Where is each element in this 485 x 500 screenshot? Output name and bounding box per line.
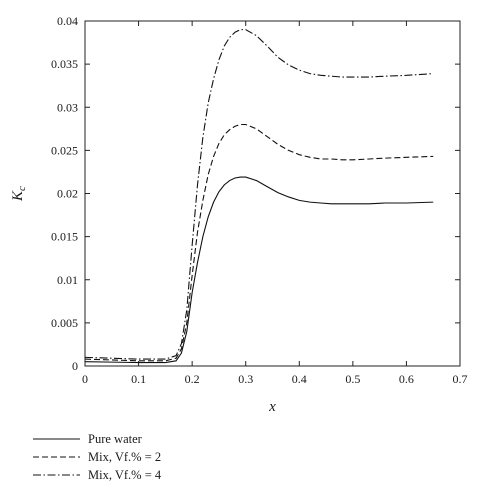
x-tick-label: 0.1 bbox=[131, 372, 146, 386]
legend-item-mix-vf-2: Mix, Vf.% = 2 bbox=[33, 450, 161, 464]
series-line-mix-vf-2 bbox=[84, 123, 434, 362]
x-tick-label: 0.3 bbox=[238, 372, 253, 386]
x-tick-label: 0.5 bbox=[345, 372, 360, 386]
y-tick-label: 0.04 bbox=[57, 14, 78, 28]
x-tick-label: 0 bbox=[82, 372, 88, 386]
y-tick-label: 0.015 bbox=[51, 230, 78, 244]
legend-label-mix-vf-4: Mix, Vf.% = 4 bbox=[88, 468, 162, 482]
y-tick-label: 0.01 bbox=[57, 273, 78, 287]
series-line-mix-vf-4 bbox=[84, 29, 434, 360]
plot-frame bbox=[84, 20, 461, 367]
x-tick-label: 0.4 bbox=[292, 372, 307, 386]
x-tick-label: 0.6 bbox=[399, 372, 414, 386]
legend-label-mix-vf-2: Mix, Vf.% = 2 bbox=[88, 450, 161, 464]
series-line-pure-water bbox=[84, 176, 434, 364]
y-tick-label: 0 bbox=[72, 359, 78, 373]
y-axis-title: Kc bbox=[10, 186, 28, 202]
axis-ticks: 0 0.1 0.2 0.3 0.4 0.5 0.6 0.7 0 0.005 0.01 0.015 0.0… bbox=[51, 14, 468, 386]
y-tick-label: 0.03 bbox=[57, 100, 78, 114]
y-tick-label: 0.02 bbox=[57, 187, 78, 201]
plot-area: 0 0.1 0.2 0.3 0.4 0.5 0.6 0.7 0 0.005 0.01 0.015 0.0… bbox=[51, 14, 468, 386]
y-tick-label: 0.025 bbox=[51, 143, 78, 157]
y-axis-title-main: K bbox=[10, 190, 26, 202]
y-tick-label: 0.005 bbox=[51, 316, 78, 330]
legend-item-mix-vf-4: Mix, Vf.% = 4 bbox=[33, 468, 162, 482]
x-tick-label: 0.2 bbox=[185, 372, 200, 386]
y-tick-label: 0.035 bbox=[51, 57, 78, 71]
legend: Pure water Mix, Vf.% = 2 Mix, Vf.% = 4 bbox=[33, 432, 162, 482]
x-tick-label: 0.7 bbox=[453, 372, 468, 386]
legend-item-pure-water: Pure water bbox=[33, 432, 143, 446]
y-axis-title-subscript: c bbox=[16, 186, 28, 191]
x-axis-title: x bbox=[268, 399, 276, 415]
legend-label-pure-water: Pure water bbox=[88, 432, 143, 446]
series-lines bbox=[84, 29, 434, 364]
